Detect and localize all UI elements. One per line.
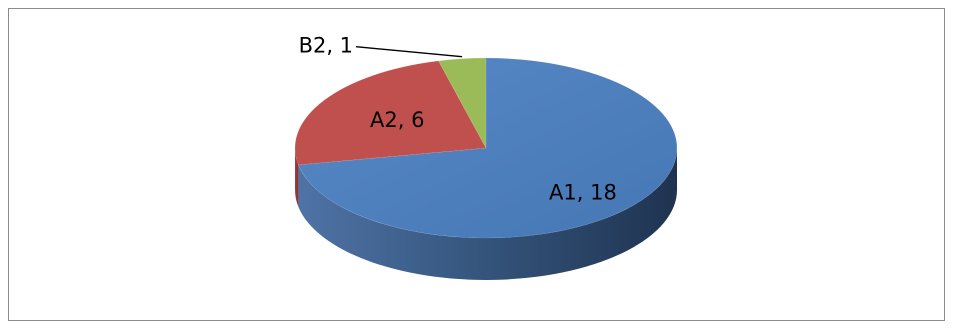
b2-leader-line: [355, 46, 463, 58]
pie-slice-b2: [438, 57, 487, 149]
pie-slice-a2: [294, 60, 487, 166]
data-label-a1: A1, 18: [549, 181, 617, 205]
pie-side-a1: [298, 148, 677, 281]
pie-slice-a1: [297, 57, 678, 239]
data-label-a2: A2, 6: [370, 108, 424, 132]
data-label-b2: B2, 1: [299, 34, 353, 58]
pie-side-a2: [295, 148, 299, 207]
